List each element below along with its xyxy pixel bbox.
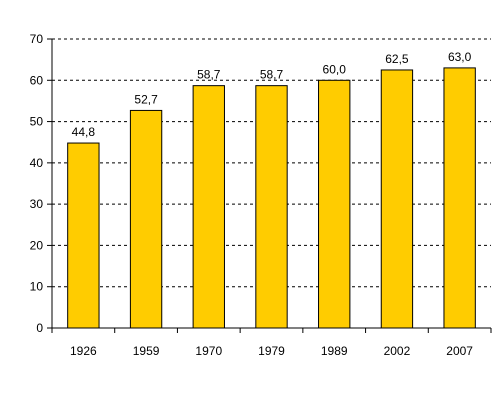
- data-labels: 44,8 52,7 58,7 58,7 60,0 62,5 63,0: [72, 50, 472, 139]
- y-tick-label: 40: [30, 156, 44, 170]
- data-label: 44,8: [72, 125, 96, 139]
- y-tick-label: 50: [30, 115, 44, 129]
- data-label: 63,0: [448, 50, 472, 64]
- bar-2007: [443, 67, 476, 329]
- bar-1926: [67, 142, 100, 329]
- x-category-label: 1959: [133, 344, 160, 358]
- data-label: 58,7: [197, 68, 221, 82]
- x-category-label: 1970: [195, 344, 222, 358]
- y-tick-labels: 0 10 20 30 40 50 60 70: [30, 32, 44, 335]
- bar-1989: [318, 79, 351, 329]
- x-category-label: 1926: [70, 344, 97, 358]
- x-category-label: 2002: [384, 344, 411, 358]
- data-label: 58,7: [260, 68, 284, 82]
- y-tick-label: 60: [30, 73, 44, 87]
- bar-2002: [380, 69, 414, 329]
- x-category-label: 1979: [258, 344, 285, 358]
- data-label: 52,7: [134, 92, 158, 106]
- y-tick-label: 10: [30, 280, 44, 294]
- y-tick-label: 0: [36, 321, 43, 335]
- bar-1959: [129, 109, 163, 329]
- bar-1970: [192, 85, 225, 329]
- x-category-label: 2007: [446, 344, 473, 358]
- data-label: 60,0: [323, 62, 347, 76]
- bars: [67, 67, 476, 329]
- axes: [47, 38, 492, 333]
- y-tick-label: 30: [30, 197, 44, 211]
- x-category-label: 1989: [321, 344, 348, 358]
- bar-1979: [255, 85, 288, 329]
- y-tick-label: 20: [30, 238, 44, 252]
- x-category-labels: 1926 1959 1970 1979 1989 2002 2007: [70, 344, 473, 358]
- grid-lines: [52, 38, 491, 288]
- data-label: 62,5: [385, 52, 409, 66]
- y-tick-label: 70: [30, 32, 44, 46]
